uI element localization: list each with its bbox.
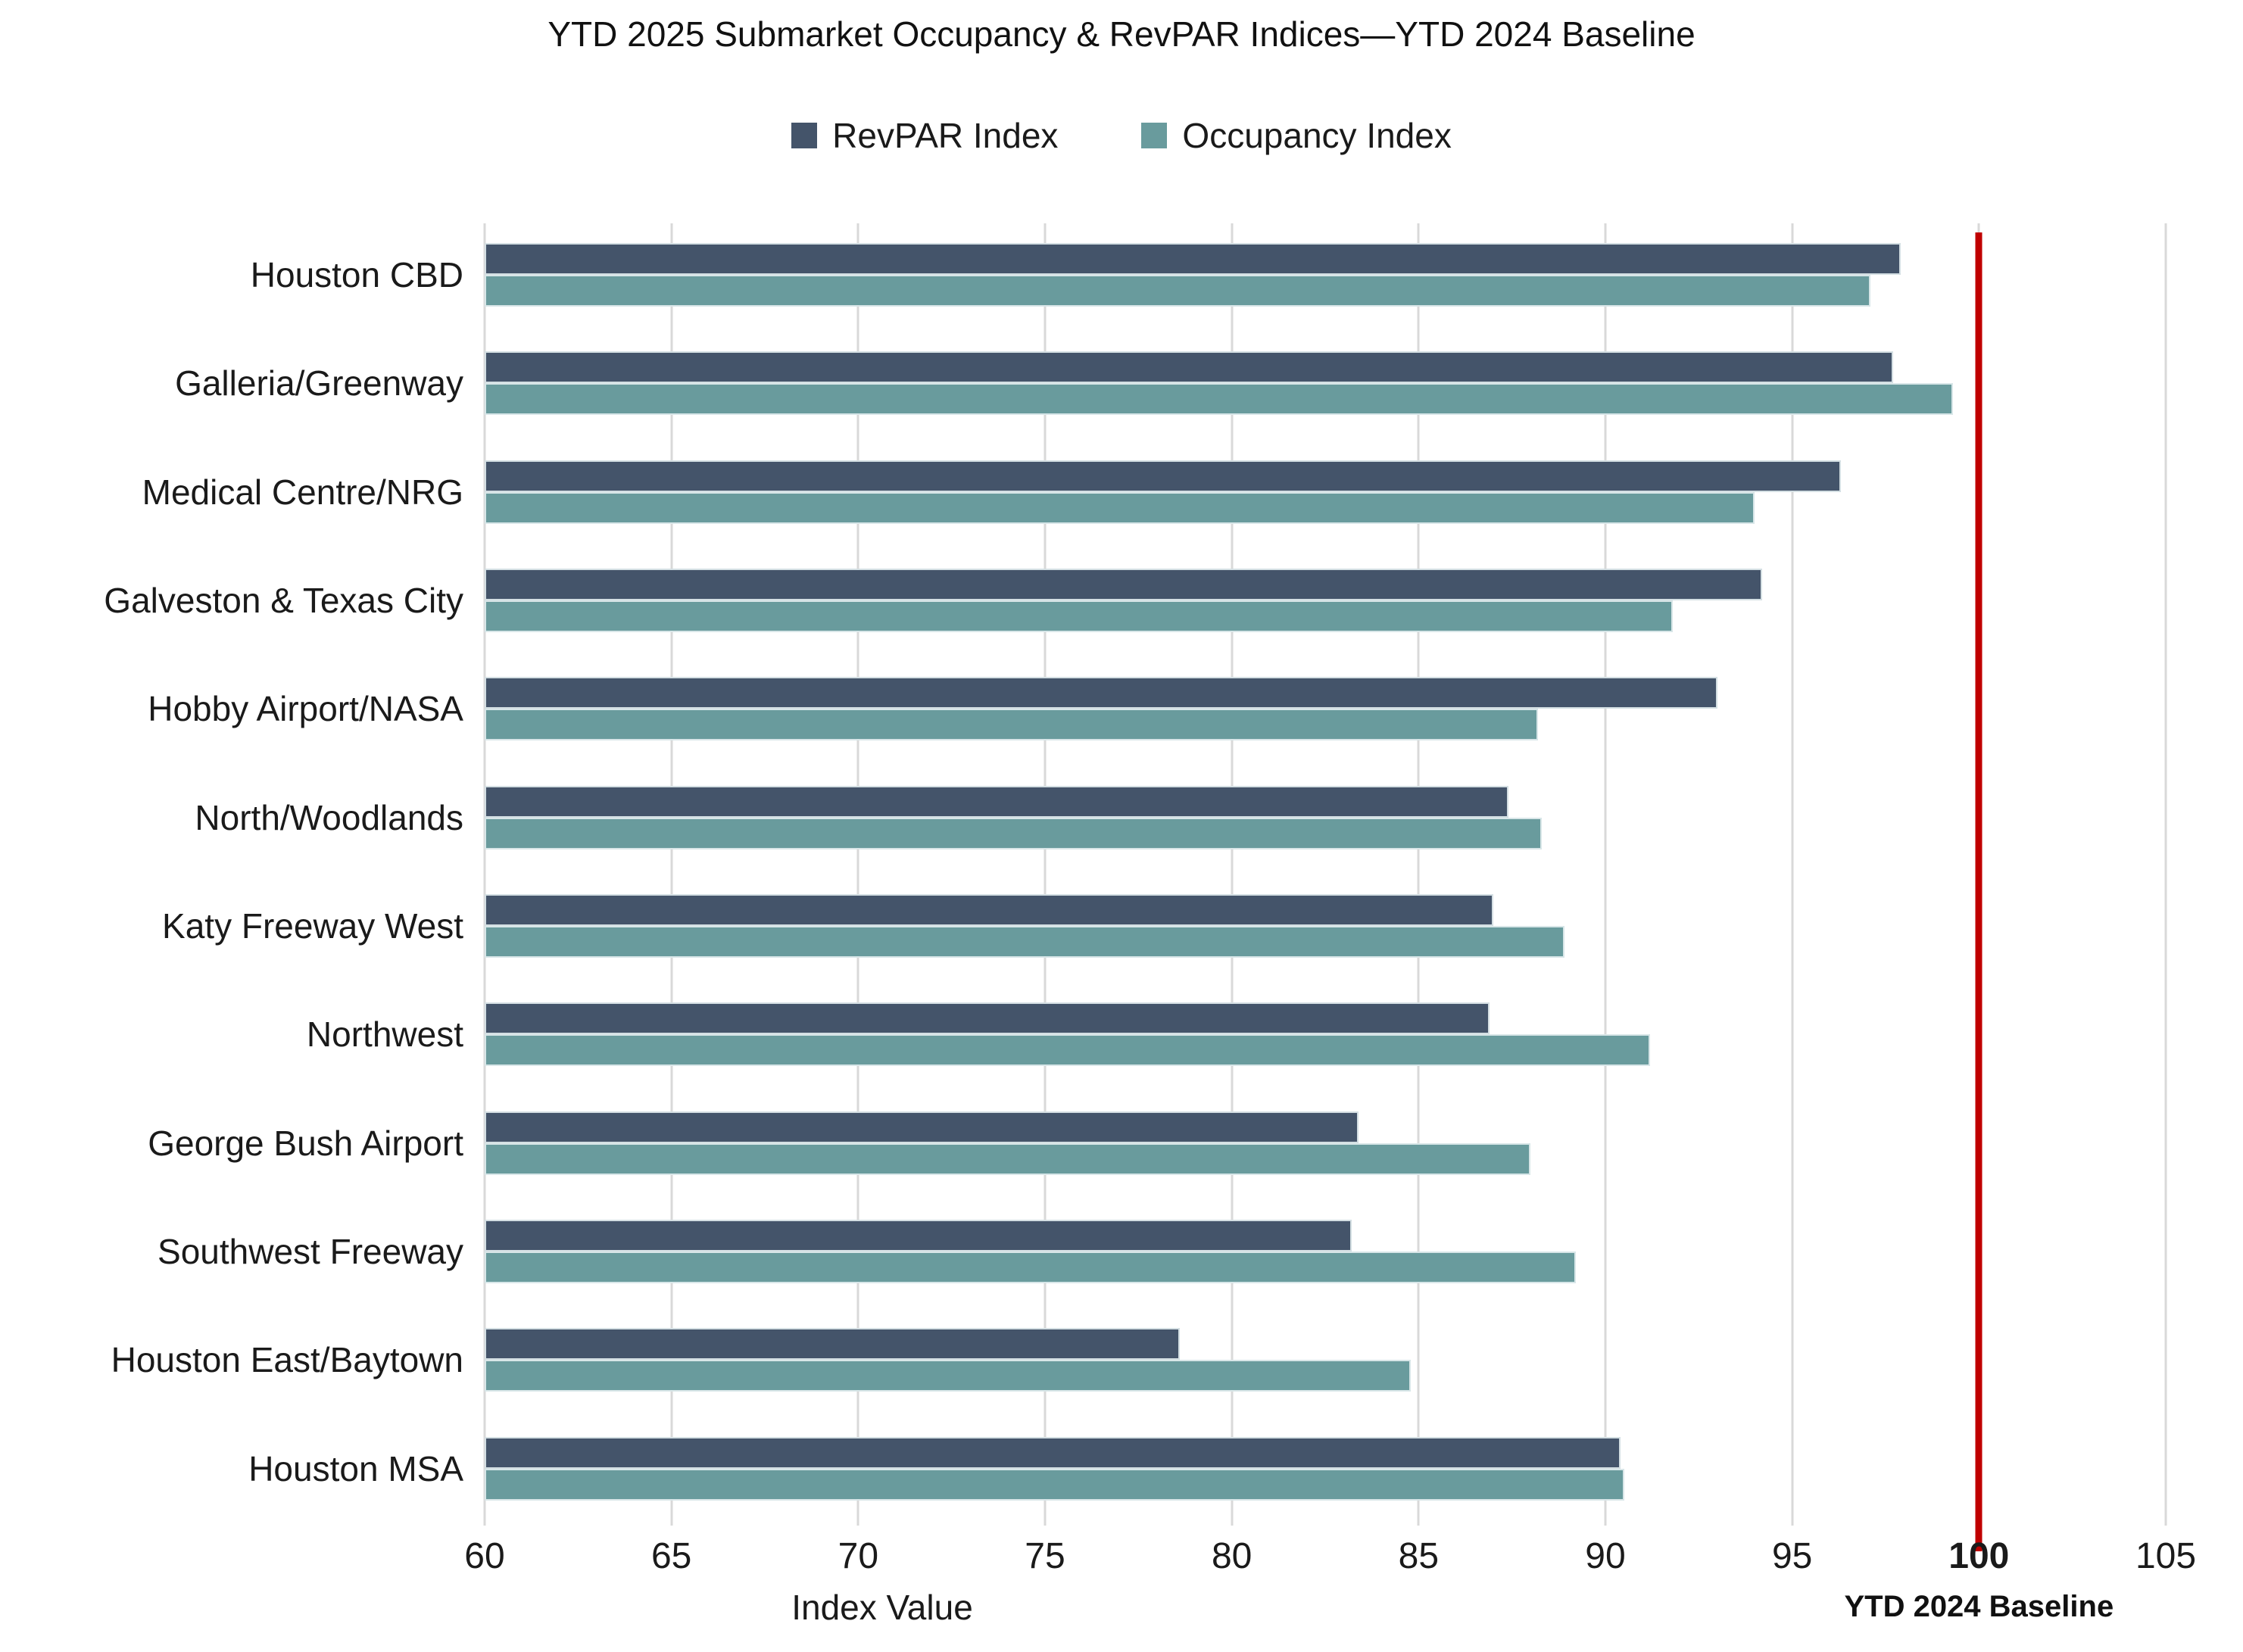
gridline-85	[1417, 223, 1420, 1526]
revpar-bar-10	[485, 1328, 1180, 1361]
revpar-legend-label: RevPAR Index	[832, 116, 1059, 155]
value-axis: 60 65 70 75 80 85 90 95 100 105	[464, 1535, 2196, 1588]
occupancy-legend-swatch	[1141, 123, 1168, 148]
occupancy-bar-4	[485, 709, 1539, 741]
bar-row-5	[485, 766, 2166, 874]
xtick-label-105: 105	[2135, 1536, 2197, 1576]
revpar-bar-3	[485, 569, 1763, 600]
category-label-0: Houston CBD	[250, 255, 463, 295]
baseline-label: YTD 2024 Baseline	[1844, 1590, 2114, 1623]
revpar-bar-0	[485, 243, 1901, 275]
occupancy-bar-5	[485, 817, 1543, 849]
revpar-bar-2	[485, 460, 1841, 492]
revpar-bar-1	[485, 351, 1893, 384]
occupancy-bar-7	[485, 1034, 1651, 1067]
category-axis: Houston CBD Galleria/Greenway Medical Cent…	[0, 223, 463, 1526]
xtick-label-75: 75	[1025, 1536, 1065, 1576]
occupancy-bar-9	[485, 1251, 1576, 1283]
gridline-90	[1604, 223, 1607, 1526]
bar-row-9	[485, 1200, 2166, 1308]
category-label-5: North/Woodlands	[195, 797, 463, 837]
gridline-60	[483, 223, 486, 1526]
chart-title: YTD 2025 Submarket Occupancy & RevPAR In…	[547, 14, 1696, 54]
category-label-6: Katy Freeway West	[162, 906, 463, 946]
bar-row-1	[485, 332, 2166, 440]
bar-row-0	[485, 223, 2166, 332]
gridline-65	[670, 223, 673, 1526]
xtick-label-70: 70	[838, 1536, 879, 1576]
plot-area	[483, 223, 2167, 1551]
xtick-label-95: 95	[1771, 1536, 1813, 1576]
gridline-70	[856, 223, 859, 1526]
xtick-label-85: 85	[1398, 1536, 1440, 1576]
category-label-10: Houston East/Baytown	[111, 1340, 463, 1380]
occupancy-bar-2	[485, 491, 1755, 524]
category-label-4: Hobby Airport/NASA	[148, 689, 463, 729]
xtick-label-60: 60	[464, 1536, 505, 1576]
xtick-label-100: 100	[1948, 1536, 2010, 1576]
revpar-bar-8	[485, 1111, 1359, 1143]
category-label-8: George Bush Airport	[148, 1123, 463, 1163]
revpar-legend-swatch	[791, 123, 818, 148]
gridline-80	[1231, 223, 1234, 1526]
bar-row-2	[485, 441, 2166, 549]
occupancy-legend-label: Occupancy Index	[1182, 116, 1452, 155]
occupancy-bar-3	[485, 600, 1673, 632]
legend: RevPAR Index Occupancy Index	[0, 115, 2243, 156]
revpar-bar-7	[485, 1002, 1490, 1035]
occupancy-bar-8	[485, 1142, 1531, 1175]
revpar-bar-5	[485, 785, 1508, 818]
revpar-bar-6	[485, 894, 1493, 926]
revpar-bar-9	[485, 1220, 1352, 1251]
legend-item-occupancy: Occupancy Index	[1141, 115, 1452, 156]
bar-row-3	[485, 549, 2166, 657]
legend-item-revpar: RevPAR Index	[791, 115, 1058, 156]
occupancy-bar-10	[485, 1360, 1412, 1392]
revpar-bar-4	[485, 677, 1717, 709]
xtick-label-65: 65	[650, 1536, 692, 1576]
baseline-line	[1975, 232, 1983, 1551]
bar-row-6	[485, 874, 2166, 983]
occupancy-bar-1	[485, 383, 1953, 416]
occupancy-bar-0	[485, 275, 1871, 307]
gridline-105	[2164, 223, 2167, 1526]
category-label-2: Medical Centre/NRG	[142, 472, 463, 512]
bar-row-7	[485, 983, 2166, 1091]
category-label-7: Northwest	[306, 1015, 463, 1055]
x-axis-title: Index Value	[791, 1588, 973, 1627]
category-label-3: Galveston & Texas City	[104, 581, 463, 620]
category-label-11: Houston MSA	[248, 1448, 463, 1488]
bar-row-4	[485, 657, 2166, 765]
xtick-label-90: 90	[1585, 1536, 1626, 1576]
bar-row-8	[485, 1092, 2166, 1200]
occupancy-bar-11	[485, 1468, 1624, 1501]
category-label-9: Southwest Freeway	[158, 1232, 463, 1271]
occupancy-bar-6	[485, 926, 1564, 958]
xtick-label-80: 80	[1211, 1536, 1253, 1576]
bar-row-11	[485, 1417, 2166, 1526]
bar-row-10	[485, 1308, 2166, 1417]
category-label-1: Galleria/Greenway	[175, 363, 463, 404]
gridline-95	[1791, 223, 1794, 1526]
revpar-bar-11	[485, 1436, 1621, 1469]
gridline-75	[1044, 223, 1047, 1526]
